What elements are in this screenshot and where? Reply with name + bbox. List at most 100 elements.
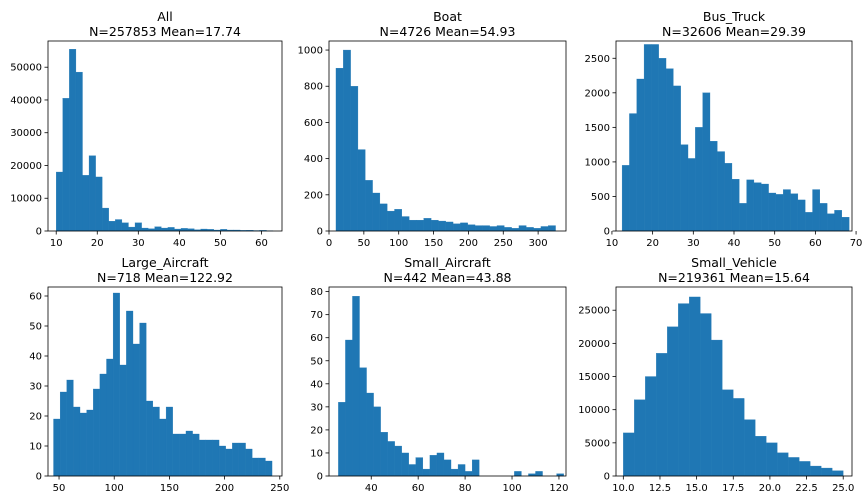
histogram-bar (53, 418, 61, 477)
x-tick-label: 0 (326, 238, 332, 249)
chart-panel-bus-truck: 10 20 30 40 50 60 70 0 500 1000 1500 2000 2500 Bus_Tr… (585, 9, 863, 249)
histogram-bar (717, 151, 725, 232)
histogram-bar (548, 225, 556, 232)
histogram-bar (146, 400, 154, 477)
y-tick-label: 15000 (578, 372, 610, 383)
histogram-bar (799, 461, 811, 477)
histogram-bar (810, 465, 822, 477)
histogram-bar (366, 392, 374, 477)
histogram-bar (514, 471, 522, 477)
x-tick-label: 70 (850, 238, 863, 249)
histogram-bar (401, 452, 409, 477)
y-tick-label: 10 (29, 442, 42, 453)
histogram-bar (746, 179, 755, 232)
histogram-bar (82, 175, 90, 232)
histogram-bar (643, 44, 652, 232)
axes-frame (47, 40, 283, 232)
histogram-bar (401, 216, 410, 232)
chart-panel-small-aircraft: 40 60 80 100 120 0 10 20 30 40 50 60 70 80 Small_Aircr… (310, 255, 568, 494)
histogram-bar (62, 98, 70, 232)
histogram-bar (733, 398, 745, 477)
histogram-bar (623, 432, 635, 477)
x-tick-label: 20 (646, 238, 659, 249)
y-tick-label: 800 (304, 82, 323, 93)
histogram-bar (511, 228, 520, 232)
histogram-bar (252, 457, 259, 477)
histogram-bar (225, 448, 233, 477)
histogram-bar (359, 367, 367, 477)
y-tick-label: 70 (310, 310, 323, 321)
histogram-bar (167, 227, 175, 232)
y-tick-label: 400 (304, 154, 323, 165)
y-tick-label: 40 (310, 379, 323, 390)
x-tick-label: 10 (606, 238, 619, 249)
histogram-bar (161, 227, 169, 232)
x-tick-label: 30 (687, 238, 700, 249)
histogram-bar (775, 194, 784, 232)
histogram-bar (711, 339, 723, 477)
x-tick-label: 17.5 (722, 483, 744, 494)
histogram-bar (755, 436, 767, 477)
histogram-bar (680, 144, 689, 232)
x-tick-label: 25.0 (832, 483, 854, 494)
histogram-bar (788, 457, 800, 477)
histogram-bar (119, 364, 127, 477)
histogram-bar (695, 127, 703, 232)
x-tick-label: 40 (728, 238, 741, 249)
histogram-bar (86, 409, 94, 477)
histogram-bar (365, 180, 373, 232)
histogram-bar (108, 221, 116, 232)
histogram-bar (139, 322, 147, 477)
x-tick-label: 100 (389, 238, 408, 249)
y-tick-label: 20000 (10, 161, 42, 172)
y-tick-label: 0 (604, 472, 610, 483)
histogram-bar (134, 222, 142, 232)
histogram-bar (687, 158, 696, 232)
histogram-bar (387, 441, 395, 477)
histogram-bar (372, 192, 381, 232)
histogram-bar (689, 296, 701, 477)
histogram-bar (66, 379, 74, 477)
histogram-bar (379, 203, 388, 232)
chart-title: Small_Vehicle (691, 255, 777, 270)
histogram-bar (489, 226, 498, 232)
histogram-bar (199, 439, 206, 477)
histogram-bar (805, 212, 813, 232)
histogram-bar (673, 85, 681, 232)
histogram-bar (232, 442, 240, 477)
histogram-bar (258, 457, 266, 477)
histogram-bar (423, 218, 432, 232)
histogram-bar (245, 448, 253, 477)
histogram-bar (504, 227, 512, 232)
histogram-bar (165, 406, 173, 477)
histogram-bar (56, 171, 63, 232)
histogram-bar (350, 86, 359, 232)
y-tick-label: 1000 (298, 46, 323, 57)
chart-subtitle: N=32606 Mean=29.39 (662, 24, 806, 39)
y-tick-label: 10 (310, 448, 323, 459)
histogram-bar (790, 193, 799, 232)
histogram-bar (106, 358, 114, 477)
y-tick-label: 30 (310, 402, 323, 413)
x-tick-label: 120 (549, 483, 568, 494)
histogram-bar (783, 189, 791, 232)
histogram-bar (159, 418, 167, 477)
histogram-bar (112, 292, 120, 477)
histogram-bar (678, 303, 690, 477)
histogram-bar (651, 44, 659, 232)
x-tick-label: 40 (365, 483, 378, 494)
histogram-bar (69, 49, 77, 232)
chart-subtitle: N=219361 Mean=15.64 (658, 270, 810, 285)
histogram-bar (766, 442, 778, 477)
histogram-bar (744, 419, 756, 477)
histogram-bar (172, 433, 180, 477)
histogram-bar (430, 219, 439, 232)
x-tick-label: 40 (173, 238, 186, 249)
axes-frame (615, 286, 853, 477)
y-tick-label: 5000 (585, 438, 610, 449)
x-tick-label: 80 (459, 483, 472, 494)
x-tick-label: 22.5 (795, 483, 817, 494)
y-tick-label: 20 (29, 412, 42, 423)
x-tick-label: 10.0 (612, 483, 634, 494)
